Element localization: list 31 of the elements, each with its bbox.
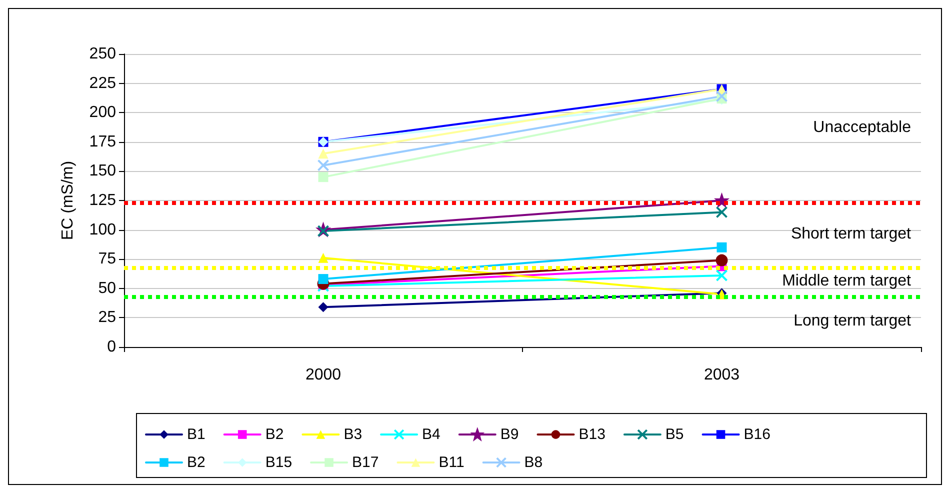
y-tick-label: 250: [89, 46, 116, 62]
legend-label: B2: [187, 454, 206, 471]
legend-label: B2: [265, 426, 284, 443]
annotation: Short term target: [790, 226, 912, 243]
legend-label: B11: [438, 454, 464, 471]
y-tick-label: 25: [98, 309, 116, 326]
y-axis-title: EC (mS/m): [60, 160, 76, 240]
annotation: Middle term target: [782, 272, 912, 290]
y-tick-label: 125: [89, 192, 116, 209]
legend-label: B1: [187, 426, 206, 443]
legend-label: B3: [344, 426, 362, 443]
y-tick-label: 75: [98, 250, 116, 268]
y-tick-label: 200: [89, 104, 116, 122]
legend-label: B13: [578, 426, 606, 443]
x-tick-label: 2003: [704, 366, 740, 384]
annotation: Unacceptable: [813, 118, 912, 136]
legend-label: B9: [500, 426, 519, 443]
legend-label: B16: [744, 426, 770, 443]
legend-label: B5: [665, 426, 684, 443]
legend-label: B8: [524, 454, 543, 471]
legend-label: B4: [422, 426, 440, 443]
y-tick-label: 100: [89, 221, 116, 238]
y-tick-label: 0: [107, 338, 116, 356]
legend-label: B15: [265, 454, 292, 471]
legend-label: B17: [352, 454, 379, 471]
y-tick-label: 50: [98, 280, 116, 297]
y-tick-label: 225: [89, 74, 116, 92]
x-tick-label: 2000: [305, 366, 342, 384]
y-tick-label: 175: [89, 133, 116, 150]
y-tick-label: 150: [89, 162, 116, 180]
annotation: Long term target: [794, 312, 912, 330]
